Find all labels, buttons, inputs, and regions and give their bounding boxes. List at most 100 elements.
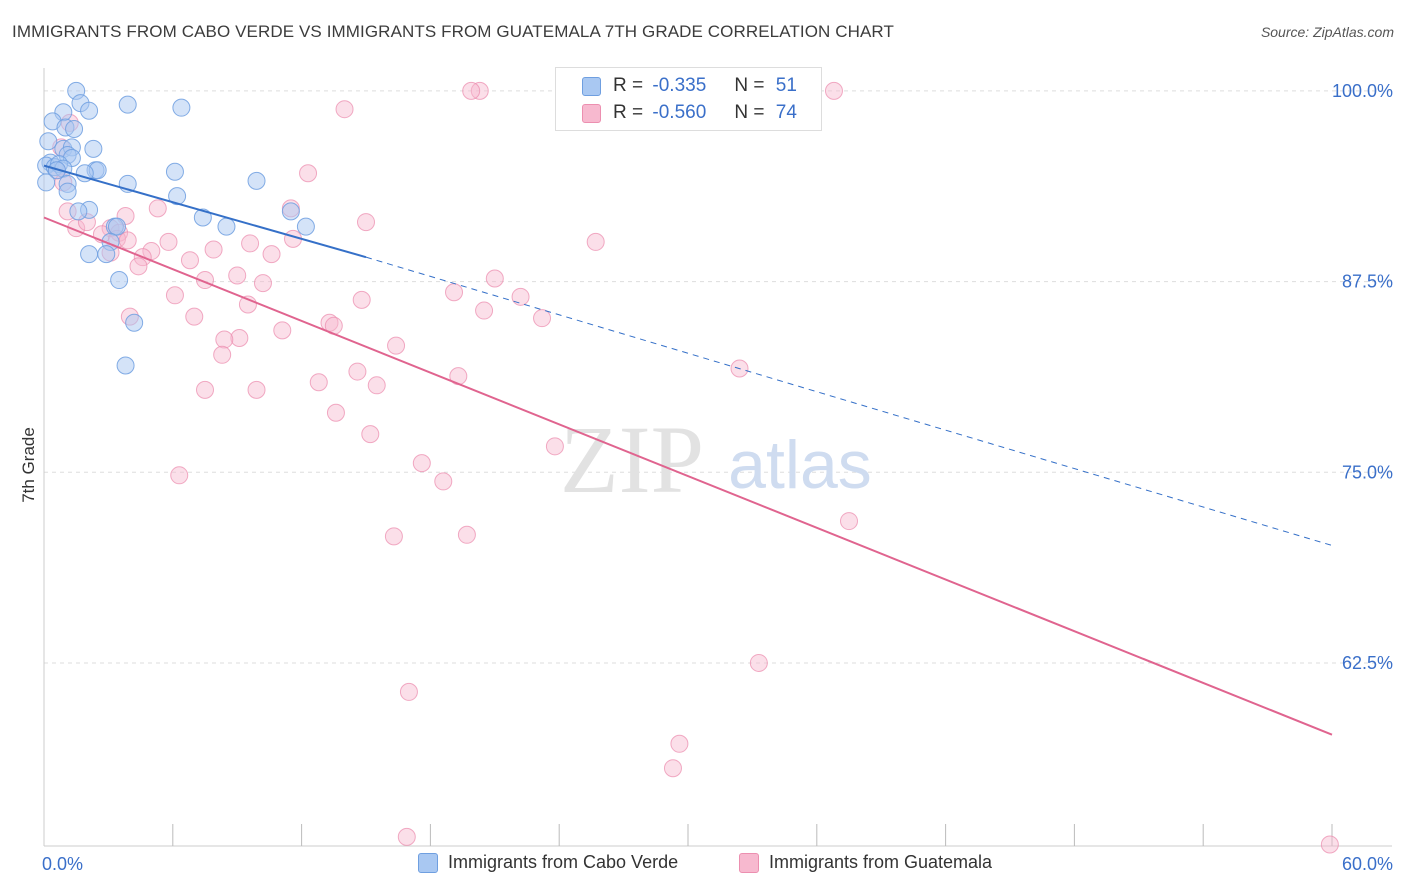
guatemala-point [215, 330, 234, 349]
guatemala-point [299, 164, 318, 183]
legend-row-cabo-verde: R = -0.335 N = 51 [556, 72, 797, 100]
cabo-verde-point [168, 187, 187, 206]
axes [43, 68, 1392, 847]
guatemala-point [749, 653, 768, 672]
guatemala-point [545, 437, 564, 456]
guatemala-point [118, 231, 137, 250]
cabo-verde-point [97, 245, 116, 264]
series-swatch-pink [739, 852, 759, 873]
guatemala-point [185, 307, 204, 326]
guatemala-point [253, 274, 272, 293]
watermark-atlas: atlas [728, 427, 872, 503]
cabo-verde-trend-line [43, 164, 367, 259]
guatemala-point [361, 425, 380, 444]
cabo-verde-point [172, 98, 191, 117]
series-swatch-blue [418, 852, 438, 873]
source-credit: Source: ZipAtlas.com [1260, 24, 1394, 40]
cabo-verde-point [65, 120, 84, 139]
stats-legend: R = -0.335 N = 51 R = -0.560 N = 74 [555, 67, 822, 131]
legend-n-value: 74 [775, 102, 797, 123]
guatemala-point [397, 827, 416, 846]
guatemala-point [335, 100, 354, 119]
chart-title: IMMIGRANTS FROM CABO VERDE VS IMMIGRANTS… [12, 22, 894, 41]
legend-row-guatemala: R = -0.560 N = 74 [556, 99, 797, 127]
series-legend-cabo-verde: Immigrants from Cabo Verde [418, 852, 678, 873]
trend-lines [43, 164, 1333, 736]
guatemala-point [670, 734, 689, 753]
guatemala-point [348, 362, 367, 381]
guatemala-point [485, 269, 504, 288]
guatemala-point [228, 266, 247, 285]
guatemala-point [533, 309, 552, 328]
x-tick-label: 60.0% [1342, 854, 1393, 874]
legend-n-value: 51 [775, 75, 797, 96]
legend-n-label: N = [734, 102, 765, 123]
cabo-verde-point [39, 132, 58, 151]
guatemala-point [129, 257, 148, 276]
cabo-verde-point [296, 217, 315, 236]
y-axis-label: 7th Grade [19, 427, 38, 503]
guatemala-point [384, 527, 403, 546]
y-tick-label: 75.0% [1342, 462, 1393, 482]
guatemala-point [241, 234, 260, 253]
guatemala-point [159, 232, 178, 251]
cabo-verde-point [80, 101, 99, 120]
guatemala-point [840, 512, 858, 531]
guatemala-point [412, 454, 431, 473]
watermark: ZIP atlas [560, 406, 872, 513]
y-tick-label: 62.5% [1342, 653, 1393, 673]
cabo-verde-point [118, 95, 137, 114]
guatemala-point [1320, 835, 1339, 854]
cabo-verde-point [84, 139, 103, 158]
guatemala-point [326, 403, 345, 422]
guatemala-point [196, 380, 214, 399]
guatemala-point [824, 81, 843, 100]
y-tick-label: 100.0% [1332, 81, 1393, 101]
guatemala-point [148, 199, 167, 218]
legend-swatch-pink [582, 103, 601, 123]
legend-r-value: -0.335 [652, 75, 707, 96]
guatemala-point [457, 525, 476, 544]
cabo-verde-point [110, 271, 129, 290]
tick-labels: 100.0% 87.5% 75.0% 62.5% 0.0% 60.0% [42, 81, 1393, 874]
y-tick-label: 87.5% [1342, 272, 1393, 292]
guatemala-point [462, 81, 481, 100]
guatemala-point [445, 283, 464, 302]
cabo-verde-point [107, 217, 126, 236]
cabo-verde-point [165, 162, 184, 181]
guatemala-point [352, 290, 371, 309]
legend-n-label: N = [734, 75, 765, 96]
guatemala-point [204, 240, 223, 259]
guatemala-point [387, 336, 406, 355]
guatemala-point [165, 286, 184, 305]
cabo-verde-trend-extension [365, 256, 1333, 546]
cabo-verde-point [247, 171, 266, 190]
guatemala-point [170, 466, 189, 485]
guatemala-point [180, 251, 199, 270]
cabo-verde-points [37, 81, 315, 375]
cabo-verde-point [69, 202, 88, 221]
guatemala-point [273, 321, 292, 340]
guatemala-point [230, 329, 249, 348]
watermark-zip: ZIP [560, 406, 704, 513]
guatemala-point [357, 213, 375, 232]
guatemala-point [213, 345, 232, 364]
series-name: Immigrants from Guatemala [769, 852, 993, 872]
legend-r-label: R = [613, 102, 644, 123]
guatemala-point [262, 245, 281, 264]
cabo-verde-point [37, 173, 56, 192]
guatemala-point [309, 373, 328, 392]
cabo-verde-point [116, 356, 135, 375]
cabo-verde-point [58, 182, 77, 201]
legend-swatch-blue [582, 76, 601, 96]
guatemala-point [475, 301, 494, 320]
cabo-verde-point [281, 202, 300, 221]
cabo-verde-point [217, 217, 236, 236]
guatemala-trend-line [43, 216, 1333, 736]
guatemala-point [663, 759, 682, 778]
guatemala-point [586, 232, 605, 251]
guatemala-point [511, 287, 530, 306]
legend-r-value: -0.560 [652, 102, 707, 123]
guatemala-point [247, 380, 266, 399]
